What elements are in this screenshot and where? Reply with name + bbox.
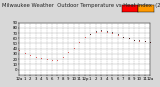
Text: Milwaukee Weather  Outdoor Temperature vs Heat Index  (24 Hours): Milwaukee Weather Outdoor Temperature vs… (2, 3, 160, 8)
